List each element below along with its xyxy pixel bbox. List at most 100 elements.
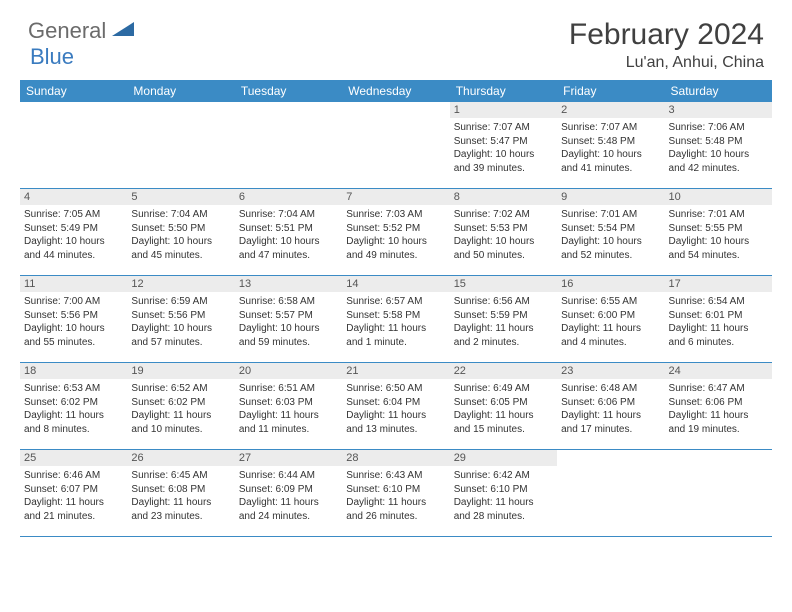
- day-cell: 15Sunrise: 6:56 AMSunset: 5:59 PMDayligh…: [450, 276, 557, 362]
- weekday-label: Saturday: [665, 80, 772, 102]
- day-sunrise: Sunrise: 6:53 AM: [24, 382, 123, 396]
- day-daylight1: Daylight: 11 hours: [24, 409, 123, 423]
- logo-text-general: General: [28, 18, 106, 44]
- day-sunrise: Sunrise: 6:45 AM: [131, 469, 230, 483]
- day-daylight1: Daylight: 11 hours: [454, 409, 553, 423]
- week-row: 4Sunrise: 7:05 AMSunset: 5:49 PMDaylight…: [20, 189, 772, 276]
- day-cell: 22 Sunrise: 6:49 AMSunset: 6:05 PMDayligh…: [450, 363, 557, 449]
- day-sunrise: Sunrise: 6:49 AM: [454, 382, 553, 396]
- day-daylight2: and 47 minutes.: [239, 249, 338, 263]
- day-cell: [127, 102, 234, 188]
- day-sunset: Sunset: 5:59 PM: [454, 309, 553, 323]
- day-sunrise: Sunrise: 6:47 AM: [669, 382, 768, 396]
- day-number: [557, 450, 664, 466]
- day-number: 7: [342, 189, 449, 205]
- day-number: 11: [20, 276, 127, 292]
- day-body: Sunrise: 6:44 AMSunset: 6:09 PMDaylight:…: [235, 466, 342, 526]
- logo: General: [28, 18, 136, 44]
- day-sunset: Sunset: 5:56 PM: [24, 309, 123, 323]
- day-sunset: Sunset: 5:54 PM: [561, 222, 660, 236]
- day-number: 13: [235, 276, 342, 292]
- day-cell: 14Sunrise: 6:57 AMSunset: 5:58 PMDayligh…: [342, 276, 449, 362]
- day-daylight2: and 52 minutes.: [561, 249, 660, 263]
- day-daylight1: Daylight: 10 hours: [131, 235, 230, 249]
- day-cell: 6Sunrise: 7:04 AMSunset: 5:51 PMDaylight…: [235, 189, 342, 275]
- day-daylight1: Daylight: 10 hours: [239, 235, 338, 249]
- day-daylight1: Daylight: 11 hours: [131, 409, 230, 423]
- day-body: Sunrise: 6:42 AMSunset: 6:10 PMDaylight:…: [450, 466, 557, 526]
- day-sunrise: Sunrise: 7:05 AM: [24, 208, 123, 222]
- day-sunrise: Sunrise: 7:02 AM: [454, 208, 553, 222]
- day-sunset: Sunset: 6:00 PM: [561, 309, 660, 323]
- day-daylight2: and 39 minutes.: [454, 162, 553, 176]
- day-daylight2: and 11 minutes.: [239, 423, 338, 437]
- week-row: 18Sunrise: 6:53 AMSunset: 6:02 PMDayligh…: [20, 363, 772, 450]
- logo-triangle-icon: [112, 20, 134, 43]
- day-sunset: Sunset: 5:48 PM: [561, 135, 660, 149]
- day-cell: [665, 450, 772, 536]
- day-sunrise: Sunrise: 6:58 AM: [239, 295, 338, 309]
- day-sunrise: Sunrise: 6:52 AM: [131, 382, 230, 396]
- day-number: 28: [342, 450, 449, 466]
- day-cell: [20, 102, 127, 188]
- day-daylight1: Daylight: 11 hours: [346, 322, 445, 336]
- day-cell: 10Sunrise: 7:01 AMSunset: 5:55 PMDayligh…: [665, 189, 772, 275]
- day-daylight2: and 15 minutes.: [454, 423, 553, 437]
- day-body: Sunrise: 6:57 AMSunset: 5:58 PMDaylight:…: [342, 292, 449, 352]
- weekday-label: Sunday: [20, 80, 127, 102]
- day-sunrise: Sunrise: 6:56 AM: [454, 295, 553, 309]
- day-body: Sunrise: 6:52 AMSunset: 6:02 PMDaylight:…: [127, 379, 234, 439]
- day-number: 4: [20, 189, 127, 205]
- day-daylight1: Daylight: 10 hours: [131, 322, 230, 336]
- day-daylight2: and 10 minutes.: [131, 423, 230, 437]
- day-number: 9: [557, 189, 664, 205]
- day-daylight1: Daylight: 10 hours: [561, 235, 660, 249]
- day-body: Sunrise: 6:55 AMSunset: 6:00 PMDaylight:…: [557, 292, 664, 352]
- day-daylight1: Daylight: 11 hours: [454, 322, 553, 336]
- day-number: 22: [450, 363, 557, 379]
- day-sunrise: Sunrise: 6:46 AM: [24, 469, 123, 483]
- day-cell: 4Sunrise: 7:05 AMSunset: 5:49 PMDaylight…: [20, 189, 127, 275]
- day-sunset: Sunset: 6:10 PM: [346, 483, 445, 497]
- day-body: Sunrise: 7:03 AMSunset: 5:52 PMDaylight:…: [342, 205, 449, 265]
- day-daylight1: Daylight: 11 hours: [561, 409, 660, 423]
- day-body: Sunrise: 6:46 AMSunset: 6:07 PMDaylight:…: [20, 466, 127, 526]
- day-daylight1: Daylight: 11 hours: [346, 496, 445, 510]
- day-number: 23: [557, 363, 664, 379]
- day-sunrise: Sunrise: 6:42 AM: [454, 469, 553, 483]
- day-number: 14: [342, 276, 449, 292]
- day-sunset: Sunset: 5:58 PM: [346, 309, 445, 323]
- day-daylight2: and 8 minutes.: [24, 423, 123, 437]
- day-body: Sunrise: 6:56 AMSunset: 5:59 PMDaylight:…: [450, 292, 557, 352]
- day-sunset: Sunset: 6:01 PM: [669, 309, 768, 323]
- day-sunrise: Sunrise: 6:44 AM: [239, 469, 338, 483]
- day-body: Sunrise: 7:04 AMSunset: 5:51 PMDaylight:…: [235, 205, 342, 265]
- day-daylight2: and 6 minutes.: [669, 336, 768, 350]
- day-sunset: Sunset: 6:08 PM: [131, 483, 230, 497]
- day-cell: 13Sunrise: 6:58 AMSunset: 5:57 PMDayligh…: [235, 276, 342, 362]
- day-sunrise: Sunrise: 7:04 AM: [239, 208, 338, 222]
- day-daylight2: and 49 minutes.: [346, 249, 445, 263]
- header: General February 2024 Lu'an, Anhui, Chin…: [0, 0, 792, 80]
- day-sunrise: Sunrise: 7:04 AM: [131, 208, 230, 222]
- day-body: Sunrise: 7:07 AMSunset: 5:48 PMDaylight:…: [557, 118, 664, 178]
- day-daylight1: Daylight: 10 hours: [669, 148, 768, 162]
- day-sunrise: Sunrise: 6:59 AM: [131, 295, 230, 309]
- day-cell: 23Sunrise: 6:48 AMSunset: 6:06 PMDayligh…: [557, 363, 664, 449]
- day-sunrise: Sunrise: 7:01 AM: [669, 208, 768, 222]
- day-cell: 18Sunrise: 6:53 AMSunset: 6:02 PMDayligh…: [20, 363, 127, 449]
- day-daylight2: and 54 minutes.: [669, 249, 768, 263]
- day-daylight2: and 21 minutes.: [24, 510, 123, 524]
- day-sunrise: Sunrise: 7:07 AM: [561, 121, 660, 135]
- day-daylight2: and 4 minutes.: [561, 336, 660, 350]
- day-daylight2: and 41 minutes.: [561, 162, 660, 176]
- day-body: Sunrise: 7:01 AMSunset: 5:54 PMDaylight:…: [557, 205, 664, 265]
- weeks-container: 1Sunrise: 7:07 AMSunset: 5:47 PMDaylight…: [20, 102, 772, 537]
- day-daylight1: Daylight: 10 hours: [24, 322, 123, 336]
- day-body: Sunrise: 7:05 AMSunset: 5:49 PMDaylight:…: [20, 205, 127, 265]
- day-sunrise: Sunrise: 6:57 AM: [346, 295, 445, 309]
- day-sunrise: Sunrise: 7:00 AM: [24, 295, 123, 309]
- day-sunset: Sunset: 6:05 PM: [454, 396, 553, 410]
- day-cell: 5Sunrise: 7:04 AMSunset: 5:50 PMDaylight…: [127, 189, 234, 275]
- day-daylight1: Daylight: 11 hours: [346, 409, 445, 423]
